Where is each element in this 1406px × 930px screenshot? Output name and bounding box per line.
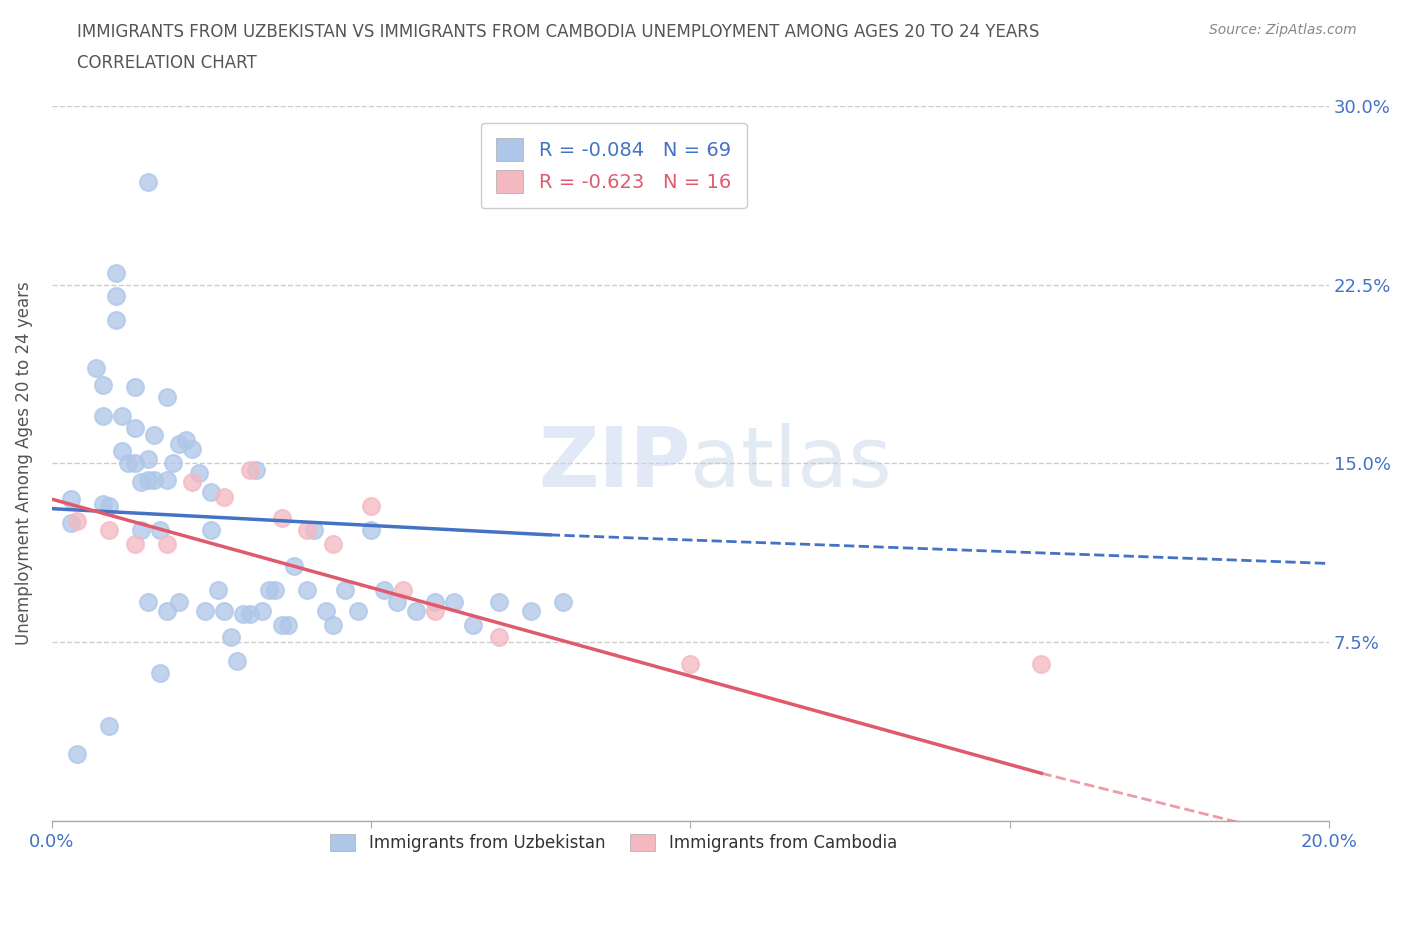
Point [443,594,465,609]
Point [117,456,139,471]
Point [181,475,204,490]
Point [245,463,267,478]
Point [257,582,280,597]
Point [252,604,274,618]
Point [91,408,114,423]
Point [162,456,184,471]
Point [104,312,127,327]
Point [385,594,408,609]
Y-axis label: Unemployment Among Ages 20 to 24 years: Unemployment Among Ages 20 to 24 years [15,282,32,645]
Point [200,523,222,538]
Point [136,594,159,609]
Point [270,618,292,633]
Point [519,604,541,618]
Text: ZIP: ZIP [537,423,690,504]
Point [142,427,165,442]
Point [66,747,89,762]
Point [129,523,152,538]
Point [347,604,370,618]
Point [136,472,159,487]
Point [194,604,217,618]
Point [239,463,262,478]
Point [277,618,299,633]
Point [66,513,89,528]
Point [104,265,127,280]
Point [360,523,382,538]
Point [124,537,146,551]
Point [315,604,337,618]
Point [86,361,108,376]
Point [181,442,204,457]
Point [124,379,146,394]
Point [405,604,427,618]
Point [322,537,344,551]
Point [98,498,121,513]
Point [174,432,197,447]
Legend: Immigrants from Uzbekistan, Immigrants from Cambodia: Immigrants from Uzbekistan, Immigrants f… [323,828,904,859]
Point [169,594,191,609]
Point [156,537,179,551]
Point [239,606,262,621]
Point [423,594,446,609]
Point [98,523,121,538]
Point [283,558,305,573]
Point [187,465,209,480]
Point [129,475,152,490]
Point [207,582,229,597]
Point [360,498,382,513]
Point [111,408,134,423]
Point [463,618,485,633]
Point [270,511,292,525]
Point [679,657,702,671]
Point [149,523,172,538]
Point [142,472,165,487]
Point [295,582,318,597]
Point [59,492,82,507]
Point [226,654,249,669]
Point [104,289,127,304]
Point [212,604,235,618]
Text: atlas: atlas [690,423,891,504]
Point [219,630,242,644]
Point [136,175,159,190]
Point [124,420,146,435]
Point [59,515,82,530]
Point [392,582,415,597]
Point [302,523,325,538]
Point [295,523,318,538]
Point [156,389,179,404]
Point [98,718,121,733]
Point [322,618,344,633]
Point [156,472,179,487]
Text: CORRELATION CHART: CORRELATION CHART [77,54,257,72]
Point [232,606,254,621]
Point [156,604,179,618]
Point [212,489,235,504]
Point [488,630,510,644]
Point [91,497,114,512]
Point [111,444,134,458]
Point [335,582,357,597]
Point [200,485,222,499]
Point [136,451,159,466]
Point [551,594,574,609]
Text: IMMIGRANTS FROM UZBEKISTAN VS IMMIGRANTS FROM CAMBODIA UNEMPLOYMENT AMONG AGES 2: IMMIGRANTS FROM UZBEKISTAN VS IMMIGRANTS… [77,23,1039,41]
Point [124,456,146,471]
Point [488,594,510,609]
Point [91,378,114,392]
Point [423,604,446,618]
Point [264,582,287,597]
Point [373,582,395,597]
Point [169,437,191,452]
Text: Source: ZipAtlas.com: Source: ZipAtlas.com [1209,23,1357,37]
Point [1031,657,1053,671]
Point [149,666,172,681]
